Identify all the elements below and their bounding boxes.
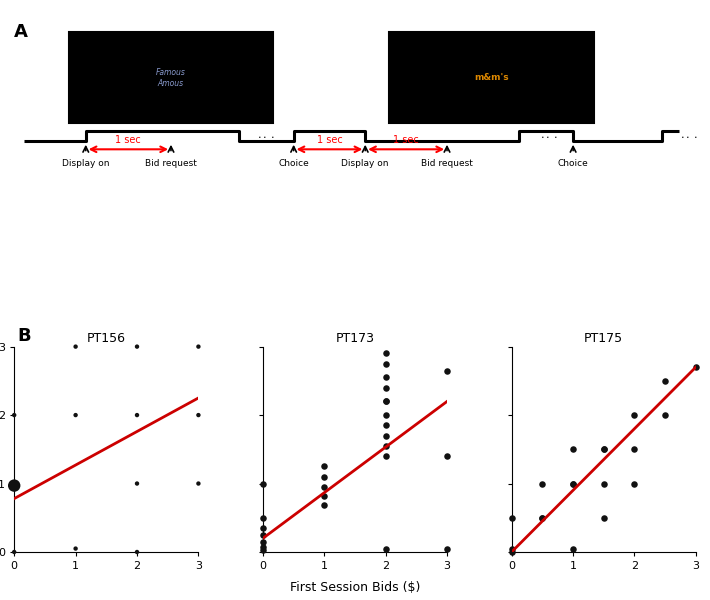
Point — [319, 472, 330, 481]
Point — [192, 479, 204, 488]
Point — [537, 479, 548, 488]
Point — [131, 547, 143, 557]
Point — [131, 410, 143, 420]
Point — [257, 513, 268, 523]
Point — [70, 544, 81, 553]
Point — [380, 421, 391, 430]
Point — [690, 362, 701, 372]
Point — [598, 513, 609, 523]
Text: Famous
Amous: Famous Amous — [156, 68, 186, 88]
Point — [257, 545, 268, 555]
Point — [9, 547, 20, 557]
Point — [70, 410, 81, 420]
Point — [257, 537, 268, 547]
Text: $\cdot\cdot\cdot$: $\cdot\cdot\cdot$ — [680, 131, 698, 141]
Title: PT156: PT156 — [87, 332, 126, 346]
Point — [9, 481, 20, 490]
Point — [257, 542, 268, 551]
Point — [70, 342, 81, 352]
Point — [380, 410, 391, 420]
Text: 1 sec: 1 sec — [317, 135, 342, 145]
Point — [9, 410, 20, 420]
Point — [442, 451, 453, 461]
Point — [380, 431, 391, 440]
Text: A: A — [14, 23, 28, 41]
Point — [319, 482, 330, 492]
Text: Display on: Display on — [62, 160, 109, 169]
Point — [442, 366, 453, 376]
Point — [537, 513, 548, 523]
Point — [506, 547, 518, 557]
Point — [380, 349, 391, 358]
Point — [567, 445, 579, 454]
FancyBboxPatch shape — [69, 32, 273, 124]
Point — [598, 479, 609, 488]
Point — [629, 410, 640, 420]
Point — [380, 397, 391, 406]
Point — [598, 445, 609, 454]
Text: Choice: Choice — [558, 160, 589, 169]
Point — [660, 376, 671, 386]
Text: Bid request: Bid request — [421, 160, 473, 169]
Point — [319, 491, 330, 500]
Title: PT175: PT175 — [584, 332, 623, 346]
Point — [131, 479, 143, 488]
Point — [380, 441, 391, 451]
Point — [629, 479, 640, 488]
Point — [257, 523, 268, 533]
Point — [380, 383, 391, 392]
Text: Choice: Choice — [278, 160, 309, 169]
Point — [319, 500, 330, 510]
Point — [537, 513, 548, 523]
Point — [567, 479, 579, 488]
Text: B: B — [18, 327, 31, 345]
Point — [506, 544, 518, 553]
Point — [442, 544, 453, 553]
Point — [567, 544, 579, 553]
Point — [192, 410, 204, 420]
Point — [629, 445, 640, 454]
Text: m&m's: m&m's — [474, 73, 508, 82]
Text: Bid request: Bid request — [145, 160, 197, 169]
Point — [319, 461, 330, 471]
Text: 1 sec: 1 sec — [116, 135, 141, 145]
Point — [380, 544, 391, 553]
Point — [192, 342, 204, 352]
Point — [380, 451, 391, 461]
Title: PT173: PT173 — [336, 332, 374, 346]
Point — [131, 342, 143, 352]
Point — [380, 397, 391, 406]
Text: $\cdot\cdot\cdot$: $\cdot\cdot\cdot$ — [258, 131, 275, 141]
Point — [567, 479, 579, 488]
Text: $\cdot\cdot\cdot$: $\cdot\cdot\cdot$ — [540, 131, 558, 141]
Point — [660, 410, 671, 420]
Text: 1 sec: 1 sec — [393, 135, 419, 145]
Point — [598, 445, 609, 454]
Point — [380, 359, 391, 368]
Point — [506, 513, 518, 523]
Point — [257, 530, 268, 539]
FancyBboxPatch shape — [389, 32, 594, 124]
Text: First Session Bids ($): First Session Bids ($) — [290, 581, 420, 594]
Point — [380, 373, 391, 382]
Text: Display on: Display on — [342, 160, 389, 169]
Point — [257, 479, 268, 488]
